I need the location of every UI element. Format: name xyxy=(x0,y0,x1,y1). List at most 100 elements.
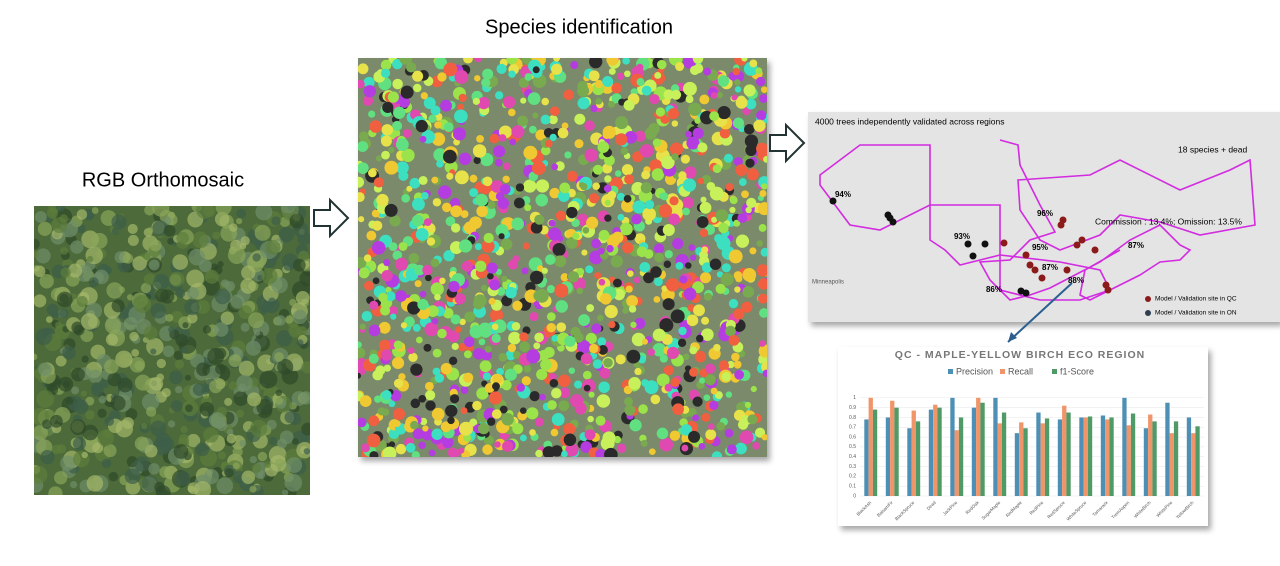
canopy xyxy=(127,223,138,234)
y-tick-label: 1 xyxy=(853,395,856,401)
canopy xyxy=(86,475,104,492)
crown xyxy=(392,58,403,70)
canopy xyxy=(73,399,89,415)
crown xyxy=(358,372,362,379)
crown xyxy=(606,244,614,253)
crown xyxy=(549,133,557,142)
crown xyxy=(509,138,517,146)
crown xyxy=(358,176,365,188)
canopy xyxy=(72,436,87,451)
crown xyxy=(636,246,648,258)
crown xyxy=(399,58,413,65)
canopy xyxy=(174,359,185,370)
crown xyxy=(369,451,379,457)
canopy xyxy=(125,479,141,495)
crown xyxy=(607,100,616,108)
canopy xyxy=(55,355,67,367)
crown xyxy=(675,261,684,270)
y-tick-label: 0.7 xyxy=(849,425,856,431)
crown xyxy=(529,311,539,322)
canopy xyxy=(203,427,219,443)
crown xyxy=(368,168,377,178)
crown xyxy=(482,176,493,187)
crown xyxy=(563,89,574,101)
crown xyxy=(576,287,584,295)
site-qc xyxy=(1026,261,1034,269)
crown xyxy=(684,166,697,179)
canopy xyxy=(220,311,234,325)
canopy xyxy=(150,420,167,437)
canopy xyxy=(276,330,293,347)
crown xyxy=(591,323,602,334)
crown xyxy=(388,305,399,316)
canopy xyxy=(178,433,189,444)
crown xyxy=(631,332,646,347)
y-tick-label: 0.6 xyxy=(849,434,856,440)
crown xyxy=(430,105,441,116)
crown xyxy=(590,104,598,113)
bar xyxy=(868,397,873,496)
crown xyxy=(534,417,544,427)
crown xyxy=(698,442,706,450)
crown xyxy=(743,84,756,97)
crown xyxy=(431,407,445,421)
crown xyxy=(701,412,711,422)
crown xyxy=(368,110,376,118)
crown xyxy=(441,202,452,213)
crown xyxy=(704,374,716,386)
crown xyxy=(366,433,381,448)
canopy xyxy=(165,313,174,322)
bar xyxy=(1122,397,1127,496)
crown xyxy=(527,92,541,105)
crown xyxy=(396,161,409,175)
canopy xyxy=(159,437,175,453)
bar xyxy=(954,430,959,496)
crown xyxy=(434,373,445,383)
canopy xyxy=(39,274,54,289)
crown xyxy=(381,124,394,136)
crown xyxy=(443,149,457,164)
crown xyxy=(585,332,597,345)
crown xyxy=(757,202,767,216)
crown xyxy=(519,434,527,442)
crown xyxy=(717,105,731,120)
canopy xyxy=(80,312,98,330)
crown xyxy=(406,185,413,192)
accuracy-label: 96% xyxy=(1037,209,1053,218)
canopy xyxy=(141,393,160,411)
crown xyxy=(580,353,593,365)
canopy xyxy=(81,451,88,459)
crown xyxy=(523,179,537,193)
crown xyxy=(654,252,665,263)
crown xyxy=(496,63,507,74)
crown xyxy=(716,236,731,251)
crown xyxy=(535,129,547,141)
bar xyxy=(1126,425,1131,496)
crown xyxy=(547,400,557,410)
crown xyxy=(448,356,458,365)
crown xyxy=(616,72,625,80)
crown xyxy=(603,358,613,368)
crown xyxy=(381,269,393,282)
crown xyxy=(570,397,581,407)
crown xyxy=(709,400,719,411)
canopy xyxy=(111,227,119,235)
crown xyxy=(586,304,595,312)
crown xyxy=(450,205,463,218)
crown xyxy=(531,161,546,175)
crown xyxy=(744,123,755,135)
crown xyxy=(533,342,541,350)
crown xyxy=(641,338,648,345)
crown xyxy=(669,142,684,156)
crown xyxy=(443,122,454,133)
canopy xyxy=(220,279,230,288)
crown xyxy=(472,144,487,158)
crown xyxy=(524,204,532,212)
crown xyxy=(474,58,483,63)
site-qc xyxy=(1078,236,1086,244)
crown xyxy=(502,440,514,452)
canopy xyxy=(232,446,243,458)
canopy xyxy=(70,419,87,436)
crown xyxy=(425,381,434,391)
bar xyxy=(1083,417,1088,496)
